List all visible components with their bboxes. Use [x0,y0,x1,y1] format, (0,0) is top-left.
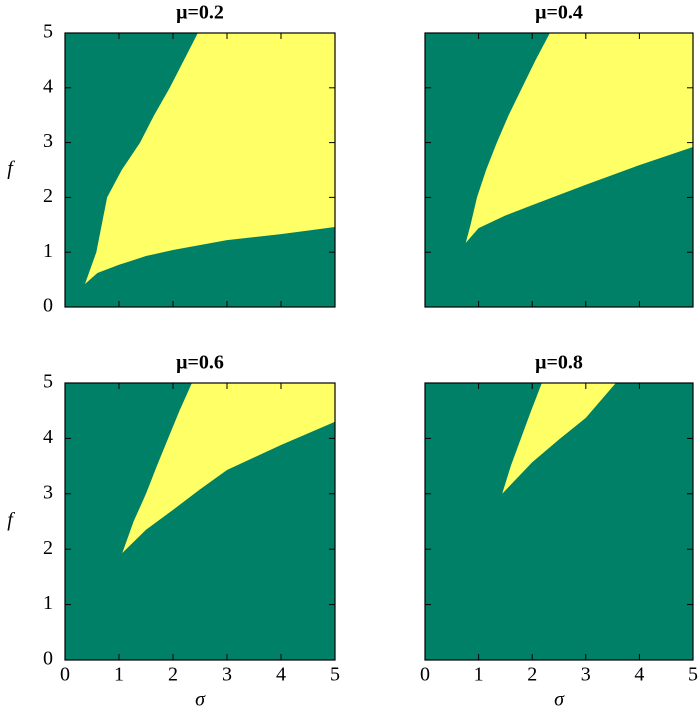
y-tick-label: 0 [43,295,53,317]
panel-title: μ=0.4 [535,2,583,24]
x-tick-label: 5 [330,664,340,686]
panel-title: μ=0.6 [176,352,224,374]
x-axis-label: σ [195,689,206,711]
region [84,33,335,284]
y-tick-label: 3 [43,481,53,503]
region [502,383,616,494]
y-tick-label: 1 [43,592,53,614]
x-tick-label: 2 [527,664,537,686]
y-tick-label: 5 [43,21,53,43]
y-axis-label: f [7,509,15,531]
panel-title: μ=0.8 [535,352,583,374]
y-tick-label: 1 [43,240,53,262]
y-tick-label: 2 [43,185,53,207]
x-tick-label: 3 [581,664,591,686]
panel-title: μ=0.2 [176,2,224,24]
x-tick-label: 0 [60,664,70,686]
x-tick-label: 4 [634,664,644,686]
y-tick-label: 5 [43,371,53,393]
x-tick-label: 1 [114,664,124,686]
x-tick-label: 3 [222,664,232,686]
frame [424,382,694,661]
frame [64,32,336,308]
y-tick-label: 2 [43,537,53,559]
frame [424,32,694,308]
x-tick-label: 0 [420,664,430,686]
frame [64,382,336,661]
x-axis-label: σ [554,689,565,711]
x-tick-label: 1 [474,664,484,686]
y-tick-label: 4 [43,75,53,97]
region [122,383,336,554]
y-tick-label: 0 [43,648,53,670]
x-tick-label: 4 [276,664,286,686]
y-axis-label: f [7,158,15,180]
x-tick-label: 5 [688,664,698,686]
y-tick-label: 3 [43,130,53,152]
region [465,33,693,243]
x-tick-label: 2 [168,664,178,686]
y-tick-label: 4 [43,426,53,448]
